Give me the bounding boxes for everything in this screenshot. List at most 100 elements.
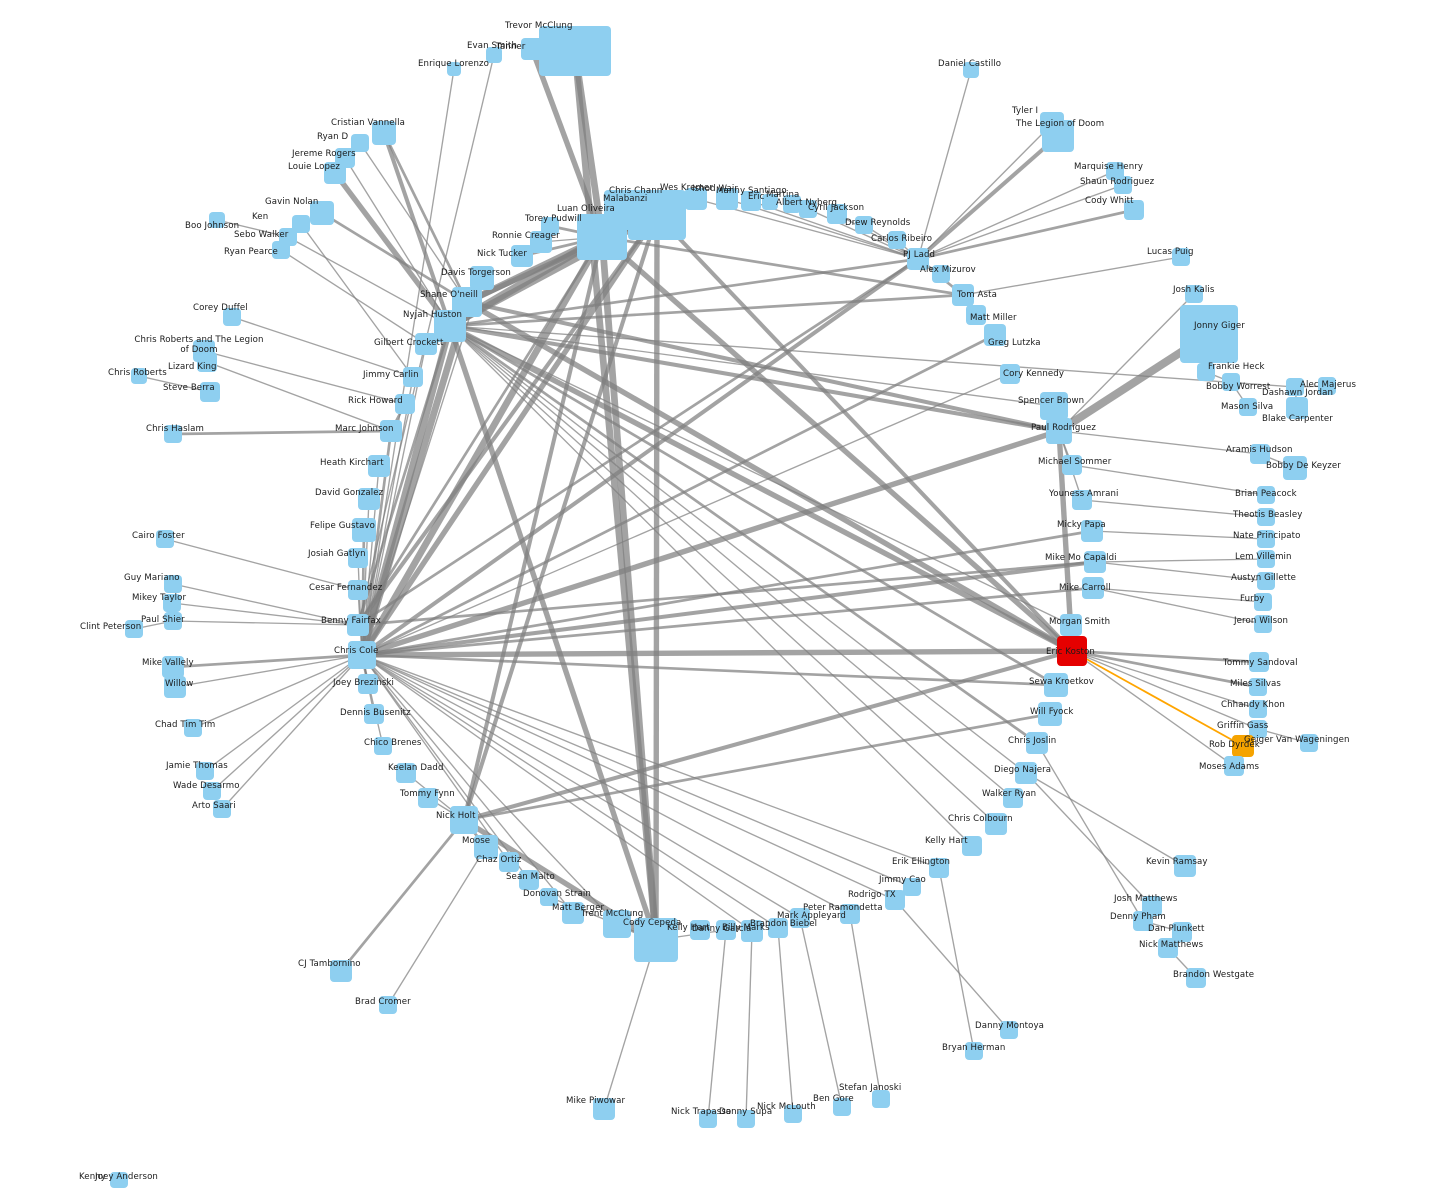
graph-node[interactable] [716, 188, 738, 210]
graph-node[interactable] [1114, 176, 1132, 194]
graph-node[interactable] [418, 788, 438, 808]
graph-node[interactable] [1082, 577, 1104, 599]
graph-node[interactable] [200, 382, 220, 402]
graph-node[interactable] [1224, 756, 1244, 776]
graph-node[interactable] [372, 121, 396, 145]
graph-node[interactable] [347, 614, 369, 636]
graph-node[interactable] [888, 231, 906, 249]
graph-node[interactable] [403, 367, 423, 387]
graph-node[interactable] [380, 420, 402, 442]
graph-node[interactable] [1124, 200, 1144, 220]
graph-node[interactable] [156, 530, 174, 548]
graph-node[interactable] [1174, 855, 1196, 877]
graph-node[interactable] [184, 719, 202, 737]
graph-node[interactable] [1286, 378, 1304, 396]
graph-node[interactable] [1250, 444, 1270, 464]
graph-node[interactable] [125, 620, 143, 638]
graph-node[interactable] [1239, 398, 1257, 416]
graph-node[interactable] [519, 870, 539, 890]
graph-node[interactable] [434, 310, 466, 342]
graph-node[interactable] [213, 800, 231, 818]
graph-node[interactable] [690, 920, 710, 940]
graph-node[interactable] [1257, 572, 1275, 590]
graph-node[interactable] [539, 26, 611, 76]
graph-node[interactable] [872, 1090, 890, 1108]
graph-node[interactable] [833, 1098, 851, 1116]
graph-node[interactable] [737, 1110, 755, 1128]
graph-node[interactable] [790, 908, 810, 928]
graph-node[interactable] [358, 488, 380, 510]
graph-node[interactable] [965, 1042, 983, 1060]
graph-node[interactable] [351, 134, 369, 152]
graph-node[interactable] [1286, 397, 1308, 419]
graph-node[interactable] [827, 204, 847, 224]
graph-node[interactable] [164, 575, 182, 593]
graph-node[interactable] [541, 217, 559, 235]
graph-node[interactable] [929, 858, 949, 878]
graph-node[interactable] [163, 594, 181, 612]
graph-node[interactable] [562, 902, 584, 924]
graph-node[interactable] [1158, 938, 1178, 958]
graph-node[interactable] [885, 890, 905, 910]
graph-node[interactable] [903, 878, 921, 896]
graph-node[interactable] [962, 836, 982, 856]
graph-node[interactable] [131, 368, 147, 384]
graph-node[interactable] [164, 612, 182, 630]
graph-node[interactable] [310, 201, 334, 225]
graph-node[interactable] [1318, 377, 1336, 395]
graph-node[interactable] [1042, 120, 1074, 152]
graph-node[interactable] [368, 455, 390, 477]
graph-node[interactable] [1257, 508, 1275, 526]
graph-node[interactable] [292, 215, 310, 233]
graph-node[interactable] [164, 425, 182, 443]
graph-node[interactable] [1000, 364, 1020, 384]
graph-node[interactable] [1062, 455, 1082, 475]
graph-node[interactable] [907, 248, 929, 270]
graph-node[interactable] [203, 782, 221, 800]
graph-node[interactable] [1180, 305, 1238, 363]
graph-node[interactable] [1133, 911, 1153, 931]
graph-node[interactable] [1057, 636, 1087, 666]
graph-node[interactable] [1249, 720, 1267, 738]
graph-node[interactable] [164, 676, 186, 698]
graph-node[interactable] [223, 308, 241, 326]
graph-node[interactable] [1257, 486, 1275, 504]
graph-node[interactable] [348, 580, 368, 600]
graph-node[interactable] [1003, 788, 1023, 808]
graph-node[interactable] [112, 1172, 128, 1188]
graph-node[interactable] [379, 996, 397, 1014]
graph-node[interactable] [396, 763, 416, 783]
graph-node[interactable] [1084, 551, 1106, 573]
graph-node[interactable] [855, 216, 873, 234]
graph-node[interactable] [348, 548, 368, 568]
graph-node[interactable] [1249, 678, 1267, 696]
graph-node[interactable] [716, 920, 736, 940]
graph-node[interactable] [1222, 373, 1240, 391]
graph-node[interactable] [1283, 456, 1307, 480]
graph-node[interactable] [1257, 530, 1275, 548]
graph-node[interactable] [741, 920, 763, 942]
graph-node[interactable] [209, 212, 225, 228]
graph-node[interactable] [634, 918, 678, 962]
graph-node[interactable] [196, 762, 214, 780]
graph-node[interactable] [1038, 702, 1062, 726]
graph-node[interactable] [984, 324, 1006, 346]
graph-node[interactable] [1081, 520, 1103, 542]
graph-node[interactable] [486, 47, 502, 63]
graph-node[interactable] [511, 245, 533, 267]
graph-node[interactable] [395, 394, 415, 414]
graph-node[interactable] [162, 656, 184, 678]
graph-node[interactable] [530, 231, 552, 253]
graph-node[interactable] [1172, 922, 1192, 942]
graph-node[interactable] [1254, 593, 1272, 611]
graph-node[interactable] [1172, 248, 1190, 266]
graph-node[interactable] [593, 1098, 615, 1120]
graph-node[interactable] [1000, 1021, 1018, 1039]
graph-node[interactable] [1257, 550, 1275, 568]
graph-node[interactable] [450, 806, 478, 834]
graph-node[interactable] [1232, 735, 1254, 757]
graph-node[interactable] [1044, 673, 1068, 697]
graph-node[interactable] [952, 284, 974, 306]
graph-node[interactable] [1185, 285, 1203, 303]
